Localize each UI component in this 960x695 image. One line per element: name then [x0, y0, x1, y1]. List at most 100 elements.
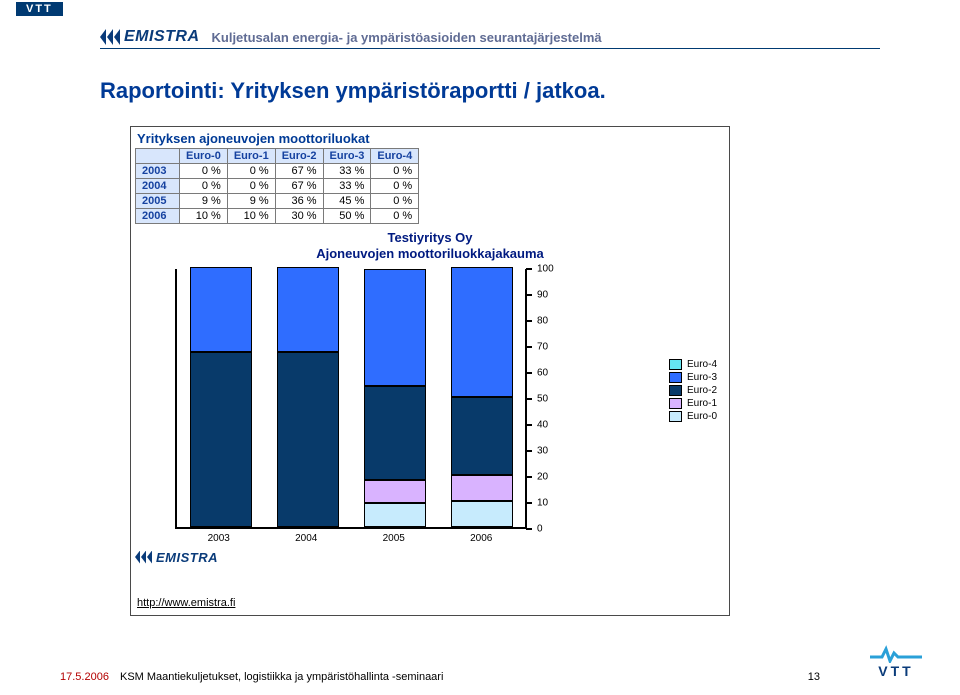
- engine-class-table: Euro-0 Euro-1 Euro-2 Euro-3 Euro-4 2003 …: [135, 148, 419, 224]
- chart-legend: Euro-4 Euro-3 Euro-2 Euro-1 Euro-0: [669, 357, 717, 424]
- data-cell: 0 %: [371, 179, 419, 194]
- y-tick-label: 100: [537, 263, 554, 274]
- vtt-logo: VTT: [868, 645, 924, 679]
- y-tick-label: 40: [537, 419, 548, 430]
- legend-label: Euro-2: [687, 385, 717, 396]
- footer-left: 17.5.2006 KSM Maantiekuljetukset, logist…: [60, 671, 443, 683]
- y-tick: [526, 476, 532, 478]
- legend-item-euro-3: Euro-3: [669, 372, 717, 383]
- y-tick-label: 90: [537, 289, 548, 300]
- page-number: 13: [808, 671, 820, 683]
- data-cell: 9 %: [227, 194, 275, 209]
- legend-label: Euro-0: [687, 411, 717, 422]
- chart-title-block: Testiyritys Oy Ajoneuvojen moottoriluokk…: [131, 230, 729, 263]
- x-tick-label: 2006: [470, 533, 492, 544]
- data-cell: 0 %: [227, 164, 275, 179]
- emistra-brand-text-small: EMISTRA: [156, 550, 218, 565]
- vtt-pulse-icon: [868, 645, 924, 663]
- chart-title-1: Testiyritys Oy: [131, 230, 729, 246]
- vtt-corner-tag: VTT: [16, 2, 63, 16]
- table-row: 2003 0 % 0 % 67 % 33 % 0 %: [136, 164, 419, 179]
- y-tick-label: 30: [537, 445, 548, 456]
- legend-swatch: [669, 411, 682, 422]
- report-panel: Yrityksen ajoneuvojen moottoriluokat Eur…: [130, 126, 730, 616]
- data-cell: 67 %: [275, 164, 323, 179]
- bar-segment-euro-3: [451, 267, 513, 397]
- legend-item-euro-0: Euro-0: [669, 411, 717, 422]
- bar-segment-euro-3: [190, 267, 252, 353]
- y-tick-label: 20: [537, 471, 548, 482]
- bar-segment-euro-2: [451, 397, 513, 475]
- legend-swatch: [669, 359, 682, 370]
- bar-2004: [277, 269, 339, 527]
- x-tick-label: 2004: [295, 533, 317, 544]
- col-header: Euro-0: [180, 149, 228, 164]
- bar-segment-euro-1: [451, 475, 513, 501]
- emistra-logo-small: EMISTRA: [135, 550, 218, 565]
- data-cell: 0 %: [180, 179, 228, 194]
- y-tick: [526, 450, 532, 452]
- col-header: Euro-1: [227, 149, 275, 164]
- emistra-logo: EMISTRA: [100, 28, 200, 46]
- y-tick: [526, 320, 532, 322]
- y-tick: [526, 268, 532, 270]
- table-title: Yrityksen ajoneuvojen moottoriluokat: [131, 127, 729, 148]
- legend-swatch: [669, 398, 682, 409]
- bar-segment-euro-3: [277, 267, 339, 353]
- legend-item-euro-4: Euro-4: [669, 359, 717, 370]
- bar-2005: [364, 269, 426, 527]
- bar-segment-euro-3: [364, 269, 426, 386]
- content-logo-row: EMISTRA: [135, 550, 725, 565]
- y-tick: [526, 398, 532, 400]
- legend-label: Euro-1: [687, 398, 717, 409]
- footer: 17.5.2006 KSM Maantiekuljetukset, logist…: [60, 671, 860, 683]
- data-cell: 9 %: [180, 194, 228, 209]
- data-cell: 50 %: [323, 209, 371, 224]
- page-title: Raportointi: Yrityksen ympäristöraportti…: [100, 78, 606, 104]
- year-cell: 2003: [136, 164, 180, 179]
- data-cell: 30 %: [275, 209, 323, 224]
- col-header: Euro-2: [275, 149, 323, 164]
- bar-segment-euro-0: [451, 501, 513, 527]
- bar-segment-euro-2: [277, 352, 339, 526]
- header-subtitle: Kuljetusalan energia- ja ympäristöasioid…: [212, 30, 602, 45]
- x-axis-labels: 2003 2004 2005 2006: [175, 533, 525, 544]
- bar-segment-euro-2: [364, 386, 426, 480]
- table-header-row: Euro-0 Euro-1 Euro-2 Euro-3 Euro-4: [136, 149, 419, 164]
- chart-area: 0102030405060708090100: [175, 269, 721, 529]
- header-bar: EMISTRA Kuljetusalan energia- ja ympäris…: [100, 28, 880, 49]
- data-cell: 0 %: [371, 194, 419, 209]
- emistra-url-link[interactable]: http://www.emistra.fi: [137, 597, 235, 609]
- y-tick: [526, 528, 532, 530]
- legend-swatch: [669, 372, 682, 383]
- y-tick-label: 10: [537, 497, 548, 508]
- y-tick: [526, 346, 532, 348]
- table-row: 2004 0 % 0 % 67 % 33 % 0 %: [136, 179, 419, 194]
- y-tick: [526, 424, 532, 426]
- x-tick-label: 2005: [383, 533, 405, 544]
- y-tick-label: 0: [537, 523, 543, 534]
- data-cell: 0 %: [180, 164, 228, 179]
- y-tick-label: 50: [537, 393, 548, 404]
- legend-label: Euro-4: [687, 359, 717, 370]
- table-row: 2006 10 % 10 % 30 % 50 % 0 %: [136, 209, 419, 224]
- legend-label: Euro-3: [687, 372, 717, 383]
- data-cell: 0 %: [371, 164, 419, 179]
- chart-plot: [175, 269, 525, 529]
- chart-title-2: Ajoneuvojen moottoriluokkajakauma: [131, 246, 729, 262]
- y-tick-label: 70: [537, 341, 548, 352]
- data-cell: 36 %: [275, 194, 323, 209]
- legend-swatch: [669, 385, 682, 396]
- legend-item-euro-1: Euro-1: [669, 398, 717, 409]
- vtt-logo-text: VTT: [868, 663, 924, 679]
- footer-text: KSM Maantiekuljetukset, logistiikka ja y…: [120, 671, 443, 683]
- data-cell: 67 %: [275, 179, 323, 194]
- y-tick: [526, 294, 532, 296]
- emistra-wedges-icon: [135, 551, 152, 564]
- footer-date: 17.5.2006: [60, 671, 109, 683]
- bar-2003: [190, 269, 252, 527]
- col-header: Euro-3: [323, 149, 371, 164]
- data-cell: 33 %: [323, 164, 371, 179]
- x-tick-label: 2003: [208, 533, 230, 544]
- bar-segment-euro-0: [364, 503, 426, 526]
